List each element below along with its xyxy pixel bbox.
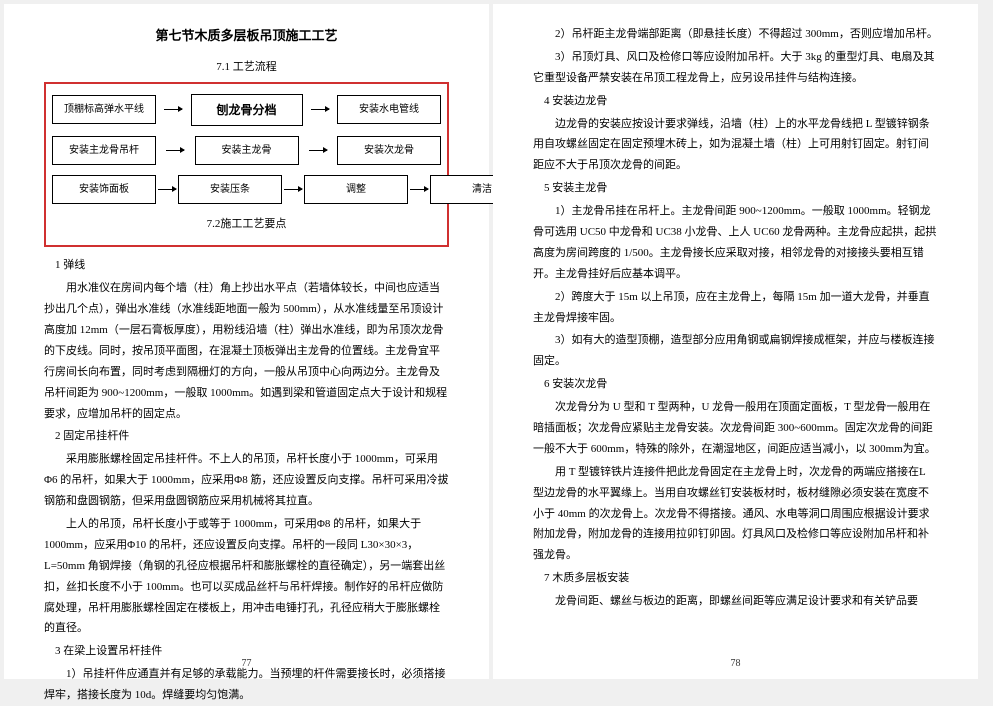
flow-box: 安装饰面板: [52, 175, 156, 204]
paragraph: 上人的吊顶，吊杆长度小于或等于 1000mm，可采用Φ8 的吊杆，如果大于100…: [44, 514, 449, 639]
flow-box: 安装主龙骨: [195, 136, 299, 165]
arrow-icon: [410, 189, 428, 190]
paragraph: 用 T 型镀锌铁片连接件把此龙骨固定在主龙骨上时，次龙骨的两端应搭接在L 型边龙…: [533, 462, 938, 566]
flow-box: 顶棚标高弹水平线: [52, 95, 156, 124]
paragraph: 边龙骨的安装应按设计要求弹线，沿墙（柱）上的水平龙骨线把 L 型镀锌钢条用自攻螺…: [533, 114, 938, 177]
flow-box: 调整: [304, 175, 408, 204]
page-left: 第七节木质多层板吊顶施工工艺 7.1 工艺流程 顶棚标高弹水平线 刨龙骨分档 安装水…: [4, 4, 489, 679]
arrow-icon: [311, 109, 329, 110]
body-text-right: 2）吊杆距主龙骨端部距离（即悬挂长度）不得超过 300mm，否则应增加吊杆。3）…: [533, 24, 938, 612]
paragraph: 2 固定吊挂杆件: [44, 426, 449, 447]
section-title: 第七节木质多层板吊顶施工工艺: [44, 24, 449, 49]
arrow-icon: [284, 189, 302, 190]
flow-row: 安装主龙骨吊杆 安装主龙骨 安装次龙骨: [52, 136, 441, 165]
arrow-icon: [164, 109, 182, 110]
paragraph: 4 安装边龙骨: [533, 91, 938, 112]
paragraph: 用水准仪在房间内每个墙（柱）角上抄出水平点（若墙体较长，中间也应适当抄出几个点）…: [44, 278, 449, 424]
paragraph: 龙骨间距、螺丝与板边的距离，即螺丝间距等应满足设计要求和有关铲品要: [533, 591, 938, 612]
paragraph: 1）主龙骨吊挂在吊杆上。主龙骨间距 900~1200mm。一般取 1000mm。…: [533, 201, 938, 285]
paragraph: 3）如有大的造型顶棚，造型部分应用角钢或扁钢焊接成框架，并应与楼板连接固定。: [533, 330, 938, 372]
flow-sub-title: 7.1 工艺流程: [44, 57, 449, 78]
arrow-icon: [158, 189, 176, 190]
page-right: 2）吊杆距主龙骨端部距离（即悬挂长度）不得超过 300mm，否则应增加吊杆。3）…: [493, 4, 978, 679]
paragraph: 6 安装次龙骨: [533, 374, 938, 395]
flow-box: 安装水电管线: [337, 95, 441, 124]
paragraph: 3）吊顶灯具、风口及检修口等应设附加吊杆。大于 3kg 的重型灯具、电扇及其它重…: [533, 47, 938, 89]
body-text-left: 1 弹线用水准仪在房间内每个墙（柱）角上抄出水平点（若墙体较长，中间也应适当抄出…: [44, 255, 449, 706]
flow-box: 安装压条: [178, 175, 282, 204]
flow-caption: 7.2施工工艺要点: [52, 214, 441, 235]
flow-box: 刨龙骨分档: [191, 94, 303, 127]
paragraph: 采用膨胀螺栓固定吊挂杆件。不上人的吊顶，吊杆长度小于 1000mm，可采用Φ6 …: [44, 449, 449, 512]
document-spread: 第七节木质多层板吊顶施工工艺 7.1 工艺流程 顶棚标高弹水平线 刨龙骨分档 安装水…: [0, 0, 993, 683]
page-number: 77: [4, 654, 489, 673]
paragraph: 7 木质多层板安装: [533, 568, 938, 589]
paragraph: 1 弹线: [44, 255, 449, 276]
arrow-icon: [166, 150, 184, 151]
flow-row: 顶棚标高弹水平线 刨龙骨分档 安装水电管线: [52, 94, 441, 127]
paragraph: 2）吊杆距主龙骨端部距离（即悬挂长度）不得超过 300mm，否则应增加吊杆。: [533, 24, 938, 45]
paragraph: 5 安装主龙骨: [533, 178, 938, 199]
paragraph: 次龙骨分为 U 型和 T 型两种，U 龙骨一般用在顶面定面板，T 型龙骨一般用在…: [533, 397, 938, 460]
flowchart-container: 顶棚标高弹水平线 刨龙骨分档 安装水电管线安装主龙骨吊杆 安装主龙骨 安装次龙骨安装饰面…: [44, 82, 449, 248]
flow-box: 安装主龙骨吊杆: [52, 136, 156, 165]
flow-row: 安装饰面板安装压条调整清洁: [52, 175, 441, 204]
page-number: 78: [493, 654, 978, 673]
paragraph: 2）跨度大于 15m 以上吊顶，应在主龙骨上，每隔 15m 加一道大龙骨，并垂直…: [533, 287, 938, 329]
arrow-icon: [309, 150, 327, 151]
flow-box: 安装次龙骨: [337, 136, 441, 165]
